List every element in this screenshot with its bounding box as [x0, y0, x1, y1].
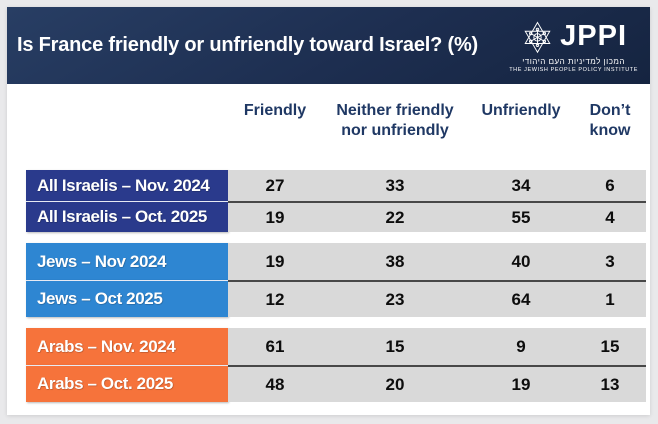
survey-table: Friendly Neither friendly nor unfriendly… — [26, 84, 646, 402]
value-cell-neither: 22 — [322, 201, 468, 232]
star-of-david-icon — [520, 19, 555, 54]
jppi-logo: JPPI המכון למדיניות העם היהודי THE JEWIS… — [509, 19, 638, 73]
value-cell-unfriendly: 9 — [468, 328, 574, 365]
infographic-card: Is France friendly or unfriendly toward … — [7, 7, 650, 415]
page-title: Is France friendly or unfriendly toward … — [17, 34, 479, 56]
logo-wordmark: JPPI — [560, 19, 628, 52]
value-cell-unfriendly: 40 — [468, 243, 574, 280]
table-row: All Israelis – Oct. 2025 19 22 55 4 — [26, 201, 646, 232]
row-label: All Israelis – Oct. 2025 — [26, 201, 228, 232]
column-header-dont-know: Don’t know — [589, 102, 631, 139]
table-row: Arabs – Oct. 2025 48 20 19 13 — [26, 365, 646, 402]
value-cell-neither: 20 — [322, 365, 468, 402]
table-row: All Israelis – Nov. 2024 27 33 34 6 — [26, 170, 646, 201]
value-cell-friendly: 27 — [228, 170, 322, 201]
value-cell-neither: 33 — [322, 170, 468, 201]
logo-english-tagline: THE JEWISH PEOPLE POLICY INSTITUTE — [509, 66, 638, 73]
row-label: Arabs – Nov. 2024 — [26, 328, 228, 365]
table-row: Arabs – Nov. 2024 61 15 9 15 — [26, 328, 646, 365]
value-cell-dont-know: 4 — [574, 201, 646, 232]
row-label: All Israelis – Nov. 2024 — [26, 170, 228, 201]
value-cell-friendly: 61 — [228, 328, 322, 365]
table-group-arabs: Arabs – Nov. 2024 61 15 9 15 Arabs – Oct… — [26, 328, 646, 402]
value-cell-dont-know: 13 — [574, 365, 646, 402]
jppi-logo-top: JPPI — [520, 19, 627, 54]
table-body: All Israelis – Nov. 2024 27 33 34 6 All … — [26, 170, 646, 402]
value-cell-dont-know: 1 — [574, 280, 646, 317]
value-cell-dont-know: 3 — [574, 243, 646, 280]
value-cell-unfriendly: 34 — [468, 170, 574, 201]
column-header-neither: Neither friendly nor unfriendly — [336, 102, 454, 139]
value-cell-neither: 23 — [322, 280, 468, 317]
value-cell-neither: 15 — [322, 328, 468, 365]
header-bar: Is France friendly or unfriendly toward … — [7, 7, 650, 84]
value-cell-friendly: 12 — [228, 280, 322, 317]
table-group-jews: Jews – Nov 2024 19 38 40 3 Jews – Oct 20… — [26, 243, 646, 317]
table-header-row: Friendly Neither friendly nor unfriendly… — [26, 84, 646, 170]
row-label: Arabs – Oct. 2025 — [26, 365, 228, 402]
row-label: Jews – Oct 2025 — [26, 280, 228, 317]
logo-hebrew-tagline: המכון למדיניות העם היהודי — [522, 56, 625, 66]
table-group-all-israelis: All Israelis – Nov. 2024 27 33 34 6 All … — [26, 170, 646, 232]
value-cell-dont-know: 15 — [574, 328, 646, 365]
table-row: Jews – Oct 2025 12 23 64 1 — [26, 280, 646, 317]
table-row: Jews – Nov 2024 19 38 40 3 — [26, 243, 646, 280]
value-cell-unfriendly: 19 — [468, 365, 574, 402]
value-cell-dont-know: 6 — [574, 170, 646, 201]
value-cell-friendly: 48 — [228, 365, 322, 402]
value-cell-unfriendly: 64 — [468, 280, 574, 317]
value-cell-friendly: 19 — [228, 201, 322, 232]
row-label: Jews – Nov 2024 — [26, 243, 228, 280]
value-cell-neither: 38 — [322, 243, 468, 280]
column-header-unfriendly: Unfriendly — [481, 102, 561, 119]
value-cell-friendly: 19 — [228, 243, 322, 280]
column-header-friendly: Friendly — [243, 102, 307, 119]
value-cell-unfriendly: 55 — [468, 201, 574, 232]
